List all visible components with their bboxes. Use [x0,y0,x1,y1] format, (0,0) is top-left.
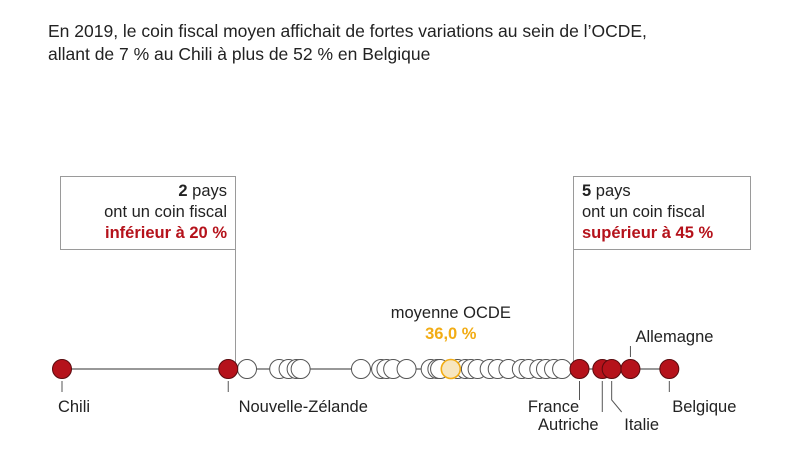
oecd-average-annotation: moyenne OCDE 36,0 % [391,304,511,380]
callout-low-emphasis: inférieur à 20 % [105,224,227,242]
oecd-average-dot [440,358,462,380]
country-label-nouvelle-zelande: Nouvelle-Zélande [239,398,368,416]
callout-low-count-suffix: pays [187,182,227,200]
country-dot-allemagne [620,359,641,379]
callout-low-count: 2 [178,182,188,200]
other-countries-dots [237,359,573,379]
headline-line-1: En 2019, le coin fiscal moyen affichait … [48,21,647,41]
country-dot-chili [52,359,72,379]
country-label-autriche: Autriche [538,416,599,434]
chart-headline: En 2019, le coin fiscal moyen affichait … [48,20,768,66]
country-dot-1 [237,359,258,379]
country-dot-nouvelle-zelande [218,359,239,379]
callout-high-line-2: ont un coin fiscal [582,203,705,221]
country-dot-5 [290,359,311,379]
callout-high-count-suffix: pays [591,182,631,200]
country-dot-6 [350,359,371,379]
country-dot-10 [396,359,417,379]
label-tick-italie [611,381,623,413]
country-label-belgique: Belgique [672,398,736,416]
oecd-average-label: moyenne OCDE [391,304,511,322]
callout-low-line-1: 2 pays [69,181,227,202]
oecd-average-value: 36,0 % [425,325,477,343]
country-dot-26 [552,359,573,379]
country-label-ticks [61,346,670,413]
country-label-italie: Italie [624,416,659,434]
callout-connectors [235,250,574,369]
callout-low-line-2: ont un coin fiscal [104,203,227,221]
country-dot-belgique [659,359,680,379]
country-dot-france [569,359,590,379]
highlighted-countries-dots [52,359,680,379]
callout-high-count: 5 [582,182,592,200]
country-label-chili: Chili [58,398,90,416]
country-dot-italie [601,359,622,379]
callout-low-tax-wedge: 2 pays ont un coin fiscal inférieur à 20… [60,176,236,250]
country-label-france: France [528,398,579,416]
callout-high-tax-wedge: 5 pays ont un coin fiscal supérieur à 45… [573,176,751,250]
callout-high-emphasis: supérieur à 45 % [582,224,714,242]
country-label-allemagne: Allemagne [635,328,713,346]
callout-high-line-1: 5 pays [582,181,742,202]
headline-line-2: allant de 7 % au Chili à plus de 52 % en… [48,44,431,64]
